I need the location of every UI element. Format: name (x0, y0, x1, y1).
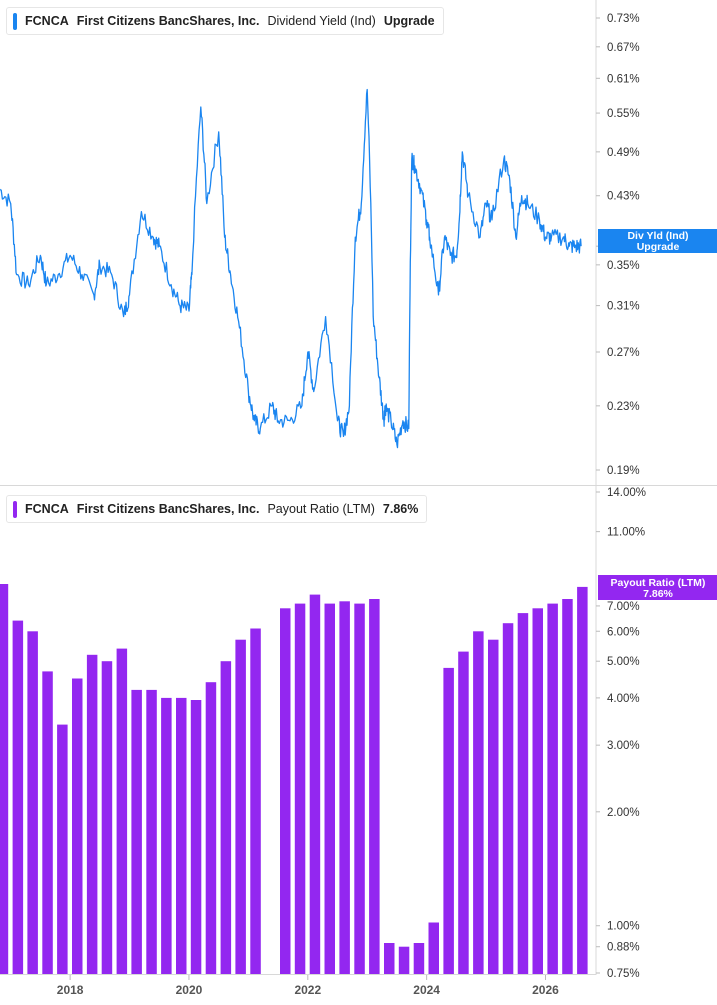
bottom-y-tick-label: 1.00% (607, 921, 640, 933)
payout-bar (339, 601, 350, 974)
payout-bar (413, 943, 425, 974)
x-tick-label: 2018 (57, 983, 84, 997)
top-y-tick-label: 0.35% (607, 260, 640, 272)
payout-bar (72, 678, 83, 974)
payout-bar (369, 599, 380, 974)
dividend-yield-line (0, 88, 582, 449)
payout-bar (562, 599, 573, 974)
bottom-panel-grid (0, 486, 597, 975)
dividend-yield-series (0, 88, 582, 449)
payout-bar (354, 603, 365, 974)
x-tick-label: 2024 (413, 983, 440, 997)
payout-bar (86, 654, 98, 974)
payout-bar (42, 671, 53, 974)
payout-bar (190, 700, 202, 974)
top-y-tick-label: 0.61% (607, 73, 640, 85)
bottom-legend-company: First Citizens BancShares, Inc. (76, 502, 260, 516)
x-tick-label: 2022 (294, 983, 321, 997)
payout-bar (235, 639, 246, 974)
payout-bar (532, 608, 543, 974)
payout-ratio-series (0, 584, 588, 974)
top-y-tick-label: 0.19% (607, 465, 640, 477)
top-panel-grid (0, 0, 717, 486)
payout-bar (12, 620, 24, 974)
top-legend-ticker: FCNCA (25, 14, 69, 28)
bottom-legend-ticker: FCNCA (25, 502, 69, 516)
payout-bar (205, 682, 217, 974)
bottom-y-tick-label: 3.00% (607, 740, 640, 752)
bottom-y-tick-label: 2.00% (607, 807, 640, 819)
top-value-tag-bg (598, 229, 717, 253)
bottom-y-tick-label: 14.00% (607, 487, 646, 499)
top-y-tick-label: 0.49% (607, 147, 640, 159)
payout-bar (473, 631, 484, 974)
payout-bar (384, 943, 395, 974)
x-tick-label: 2026 (532, 983, 559, 997)
top-legend-value[interactable]: Upgrade (383, 14, 435, 28)
top-legend[interactable]: FCNCA First Citizens BancShares, Inc. Di… (6, 7, 444, 35)
payout-bar (220, 661, 232, 974)
value-tags: Div Yld (Ind) Upgrade Payout Ratio (LTM)… (598, 229, 717, 600)
payout-bar (488, 639, 499, 974)
payout-bar (27, 631, 38, 974)
top-y-tick-label: 0.23% (607, 401, 640, 413)
top-y-tick-label: 0.55% (607, 108, 640, 120)
payout-bar (324, 603, 335, 974)
bottom-legend-metric: Payout Ratio (LTM) (267, 502, 375, 516)
top-y-tick-label: 0.27% (607, 347, 640, 359)
bottom-y-axis: 14.00% 11.00% 7.00% 6.00% 5.00% 4.00% 3.00% 2.0… (596, 487, 646, 980)
top-y-tick-label: 0.73% (607, 13, 640, 25)
bottom-y-tick-label: 0.88% (607, 942, 640, 954)
payout-bar (116, 648, 128, 974)
bottom-legend-swatch (13, 500, 17, 518)
payout-bar (458, 651, 469, 974)
payout-bar (547, 603, 558, 974)
payout-bar (161, 697, 172, 974)
top-y-tick-label: 0.31% (607, 301, 640, 313)
top-y-axis: 0.73%0.67%0.61%0.55%0.49%0.43%0.37%0.35%… (596, 13, 640, 477)
payout-bar (398, 946, 410, 974)
top-legend-company: First Citizens BancShares, Inc. (76, 14, 260, 28)
bottom-value-tag-bg (598, 575, 717, 600)
bottom-legend-value: 7.86% (382, 502, 419, 516)
x-axis: 2018 2020 2022 2024 2026 (57, 975, 559, 997)
bottom-legend[interactable]: FCNCA First Citizens BancShares, Inc. Pa… (6, 495, 428, 523)
bottom-y-tick-label: 5.00% (607, 656, 640, 668)
top-y-tick-label: 0.43% (607, 191, 640, 203)
top-value-tag-line2: Upgrade (637, 241, 680, 253)
payout-bar (577, 586, 588, 974)
payout-bar (57, 724, 68, 974)
payout-bar (101, 661, 113, 974)
top-legend-metric: Dividend Yield (Ind) (267, 14, 376, 28)
payout-bar (502, 623, 514, 974)
bottom-y-tick-label: 6.00% (607, 626, 640, 638)
payout-bar (517, 613, 529, 974)
payout-bar (146, 689, 157, 974)
payout-bar (294, 603, 306, 974)
payout-bar (131, 689, 142, 974)
x-tick-label: 2020 (176, 983, 203, 997)
payout-bar (0, 584, 9, 974)
payout-bar (280, 608, 291, 974)
bottom-y-tick-label: 0.75% (607, 968, 640, 980)
bottom-value-tag-line2: 7.86% (643, 588, 673, 600)
top-y-tick-label: 0.67% (607, 42, 640, 54)
bottom-value-tag-line1: Payout Ratio (LTM) (611, 577, 706, 589)
bottom-y-tick-label: 11.00% (607, 527, 645, 539)
payout-bar (428, 922, 439, 974)
top-value-tag-line1: Div Yld (Ind) (627, 230, 688, 242)
payout-bar (176, 697, 187, 974)
top-legend-swatch (13, 12, 17, 30)
payout-bar (443, 667, 454, 974)
payout-bar (250, 628, 261, 974)
payout-bar (309, 594, 321, 974)
bottom-y-tick-label: 7.00% (607, 601, 640, 613)
bottom-y-tick-label: 4.00% (607, 693, 640, 705)
